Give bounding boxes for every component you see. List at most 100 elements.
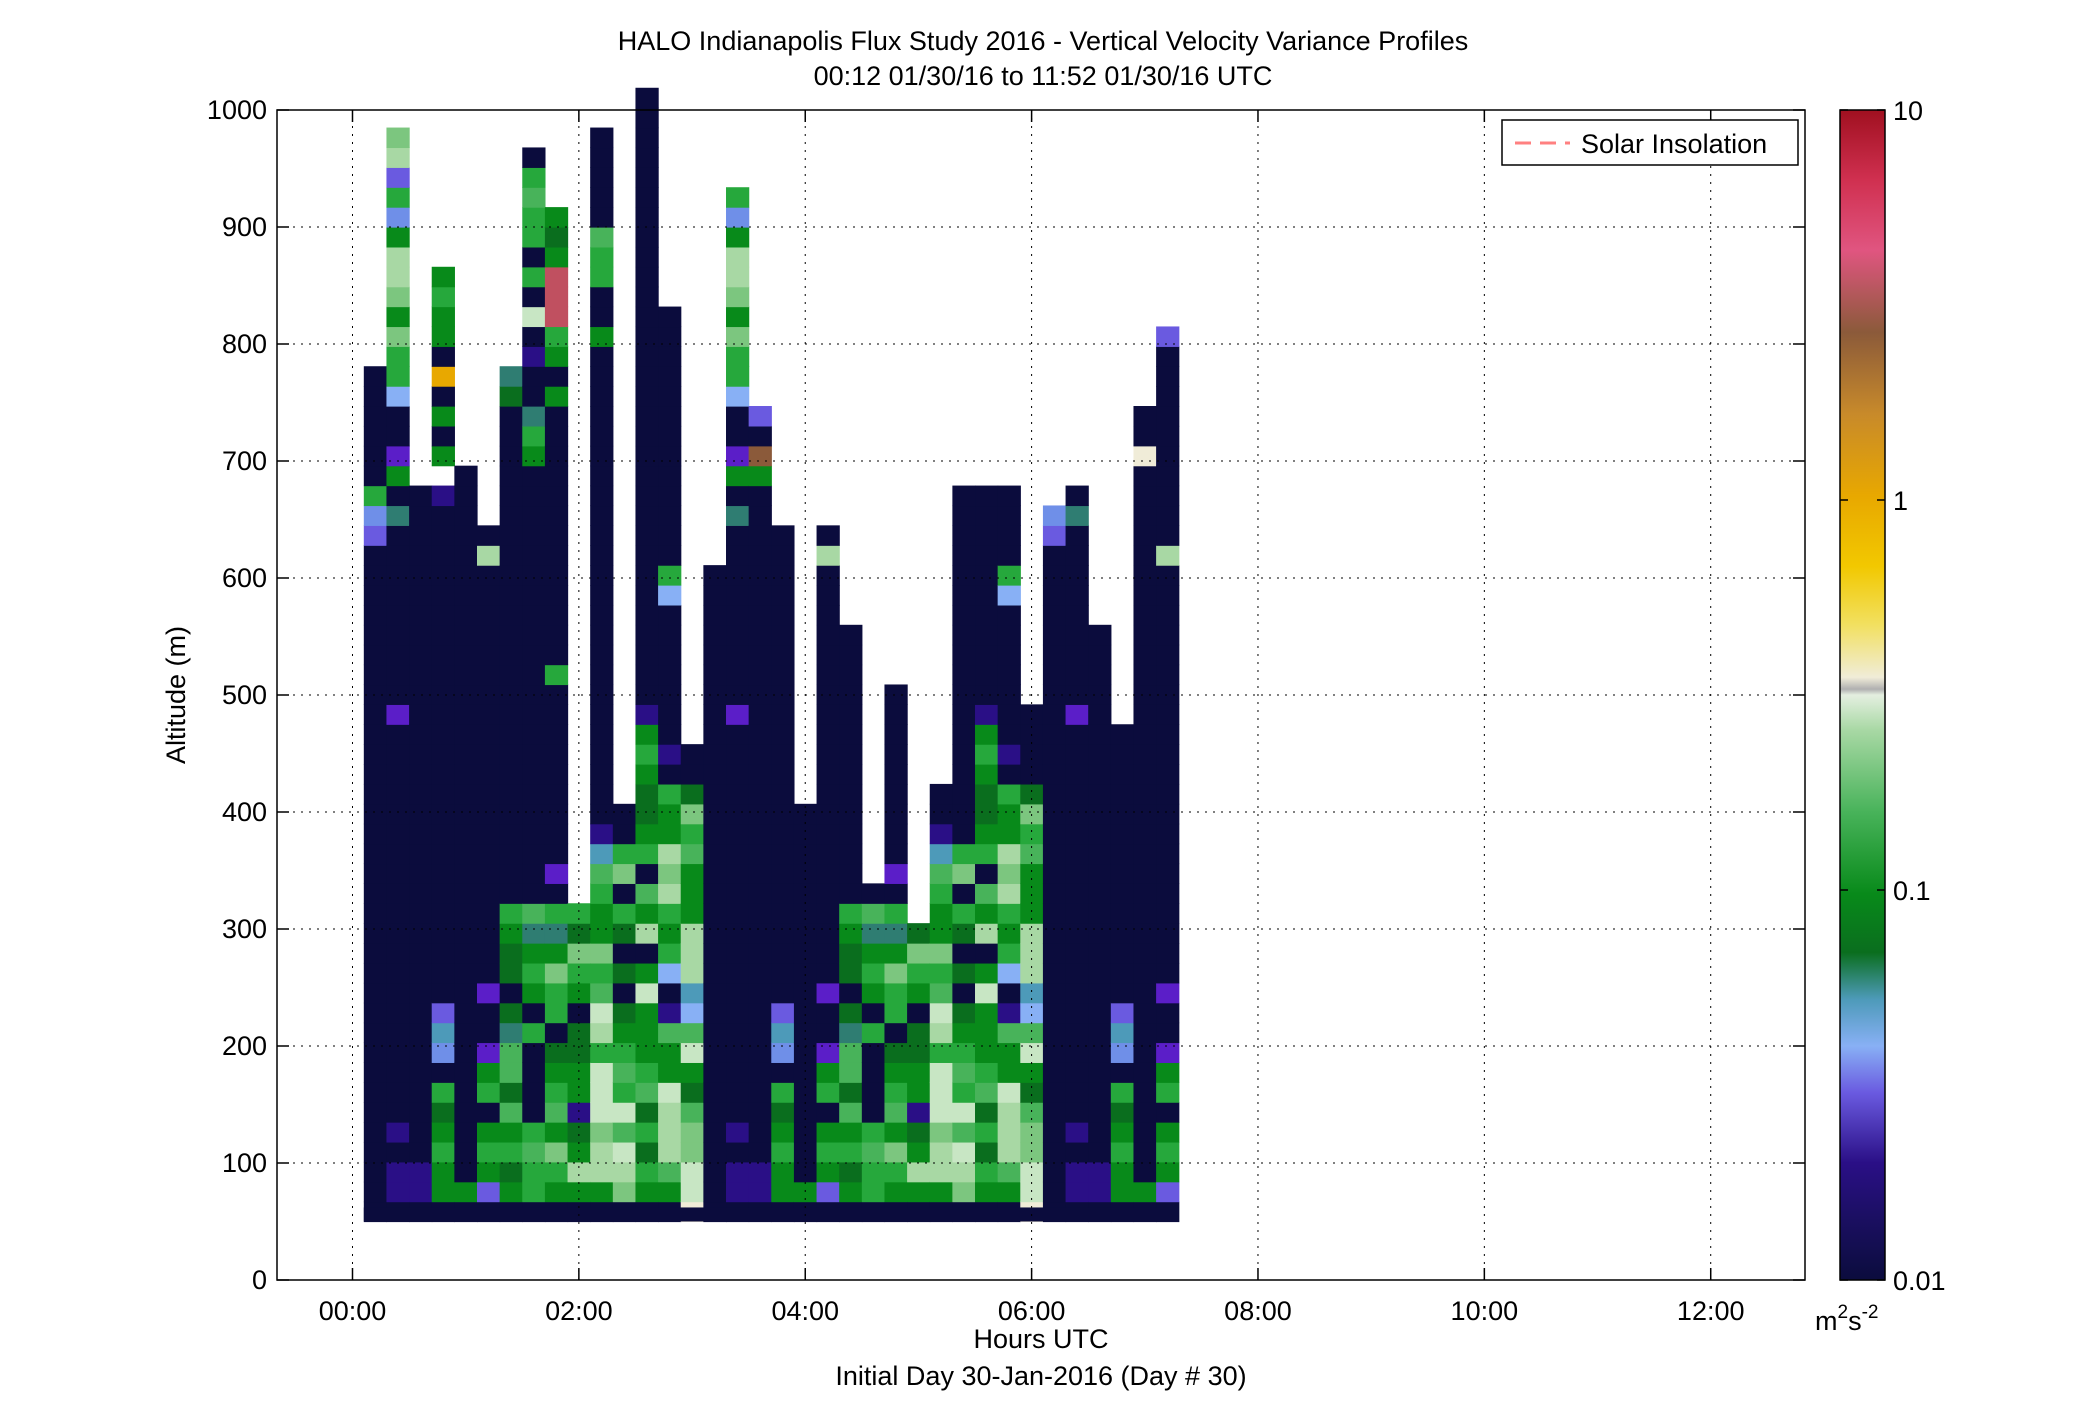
heatmap-cell xyxy=(635,744,659,765)
heatmap-cell xyxy=(839,783,863,805)
heatmap-cell xyxy=(386,585,410,606)
heatmap-cell xyxy=(1156,425,1180,447)
heatmap-cell xyxy=(952,982,976,1004)
heatmap-cell xyxy=(1110,923,1135,944)
heatmap-cell xyxy=(409,585,433,606)
heatmap-cell xyxy=(567,962,591,984)
heatmap-cell xyxy=(454,962,478,984)
heatmap-cell xyxy=(635,445,659,467)
heatmap-cell xyxy=(522,227,546,248)
heatmap-cell xyxy=(658,863,682,884)
heatmap-cell xyxy=(1156,1042,1180,1063)
heatmap-cell xyxy=(363,982,388,1004)
heatmap-cell xyxy=(1065,1022,1089,1044)
heatmap-cell xyxy=(1065,505,1089,526)
heatmap-cell xyxy=(522,306,546,328)
heatmap-cell xyxy=(1156,406,1180,427)
heatmap-cell xyxy=(1065,545,1089,566)
heatmap-cell xyxy=(567,1042,591,1063)
heatmap-cell xyxy=(816,823,840,845)
heatmap-cell xyxy=(1042,565,1067,586)
heatmap-cell xyxy=(386,485,410,507)
colorbar: 10 1 0.1 0.01 m2s-2 xyxy=(1815,96,1946,1336)
heatmap-cell xyxy=(635,147,659,168)
heatmap-cell xyxy=(477,883,501,904)
heatmap-cell xyxy=(544,1181,569,1203)
heatmap-cell xyxy=(793,823,818,845)
heatmap-cell xyxy=(635,604,659,626)
heatmap-cell xyxy=(1133,565,1157,586)
heatmap-cell xyxy=(1156,903,1180,924)
heatmap-cell xyxy=(386,1062,410,1083)
heatmap-cell xyxy=(477,1042,501,1063)
heatmap-cell xyxy=(952,943,976,964)
heatmap-cell xyxy=(612,883,637,904)
heatmap-cell xyxy=(680,764,704,785)
heatmap-cell xyxy=(793,883,818,904)
heatmap-cell xyxy=(975,764,999,785)
heatmap-cell xyxy=(363,704,388,725)
heatmap-cell xyxy=(544,1002,569,1024)
heatmap-cell xyxy=(748,565,772,586)
heatmap-cell xyxy=(861,1062,886,1083)
heatmap-cell xyxy=(952,863,976,884)
heatmap-cell xyxy=(635,406,659,427)
heatmap-cell xyxy=(363,624,388,646)
heatmap-cell xyxy=(635,425,659,447)
heatmap-cell xyxy=(997,863,1021,884)
heatmap-cell xyxy=(1020,883,1044,904)
heatmap-cell xyxy=(590,445,614,467)
heatmap-cell xyxy=(1156,1161,1180,1183)
heatmap-cell xyxy=(816,903,840,924)
heatmap-cell xyxy=(952,1102,976,1123)
heatmap-cell xyxy=(907,1181,931,1203)
heatmap-cell xyxy=(726,604,750,626)
heatmap-cell xyxy=(929,823,953,845)
heatmap-cell xyxy=(431,684,455,705)
heatmap-cell xyxy=(454,565,478,586)
heatmap-cell xyxy=(680,843,704,865)
heatmap-cell xyxy=(1133,1002,1157,1024)
heatmap-cell xyxy=(1042,525,1067,546)
heatmap-cell xyxy=(1065,923,1089,944)
heatmap-cell xyxy=(658,425,682,447)
heatmap-cell xyxy=(1088,943,1112,964)
heatmap-cell xyxy=(861,1042,886,1063)
heatmap-cell xyxy=(771,585,795,606)
heatmap-cell xyxy=(1042,843,1067,865)
heatmap-cell xyxy=(1065,704,1089,725)
heatmap-cell xyxy=(431,346,455,367)
heatmap-cell xyxy=(1088,962,1112,984)
heatmap-cell xyxy=(907,923,931,944)
heatmap-cell xyxy=(590,744,614,765)
heatmap-cell xyxy=(386,803,410,825)
heatmap-cell xyxy=(544,644,569,666)
heatmap-cell xyxy=(861,982,886,1004)
heatmap-cell xyxy=(544,386,569,407)
heatmap-cell xyxy=(590,505,614,526)
heatmap-cell xyxy=(952,505,976,526)
heatmap-cell xyxy=(884,783,908,805)
heatmap-cell xyxy=(929,1161,953,1183)
heatmap-cell xyxy=(1020,943,1044,964)
heatmap-cell xyxy=(748,585,772,606)
heatmap-cell xyxy=(816,863,840,884)
heatmap-cell xyxy=(635,1082,659,1103)
heatmap-cell xyxy=(386,1002,410,1024)
heatmap-cell xyxy=(590,525,614,546)
heatmap-cell xyxy=(499,962,523,984)
heatmap-cell xyxy=(363,1062,388,1083)
heatmap-cell xyxy=(590,624,614,646)
colorbar-unit-sup1: 2 xyxy=(1838,1302,1849,1323)
heatmap-cell xyxy=(544,724,569,745)
heatmap-cell xyxy=(952,764,976,785)
heatmap-cell xyxy=(1133,1161,1157,1183)
heatmap-cell xyxy=(1133,684,1157,705)
heatmap-cell xyxy=(1110,764,1135,785)
heatmap-cell xyxy=(363,923,388,944)
heatmap-cell xyxy=(680,1161,704,1183)
heatmap-cell xyxy=(544,624,569,646)
heatmap-cell xyxy=(975,843,999,865)
heatmap-cell xyxy=(1110,1102,1135,1123)
